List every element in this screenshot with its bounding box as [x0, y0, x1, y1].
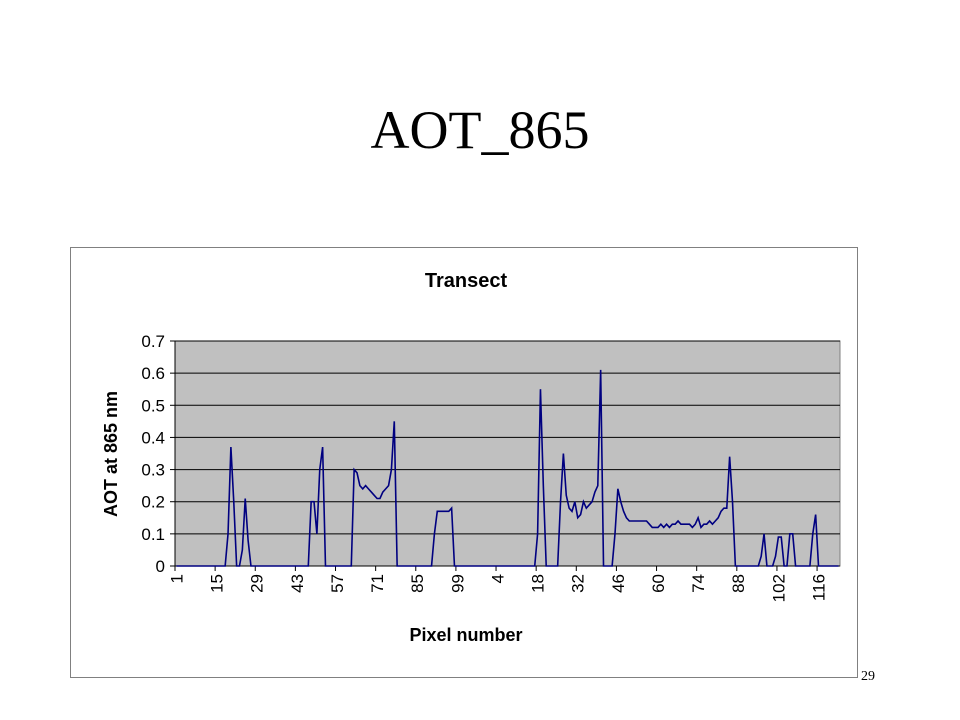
x-tick-label: 29	[248, 574, 267, 593]
x-tick-label: 99	[448, 574, 467, 593]
y-tick-label: 0.5	[141, 396, 165, 415]
y-tick-label: 0.2	[141, 493, 165, 512]
x-tick-label: 18	[529, 574, 548, 593]
x-tick-label: 57	[328, 574, 347, 593]
y-tick-label: 0.3	[141, 461, 165, 480]
y-tick-label: 0.4	[141, 428, 165, 447]
y-tick-label: 0	[156, 557, 165, 576]
x-tick-label: 4	[488, 574, 507, 583]
x-tick-label: 85	[408, 574, 427, 593]
x-tick-label: 32	[569, 574, 588, 593]
page-number: 29	[861, 669, 875, 684]
x-tick-label: 43	[288, 574, 307, 593]
x-axis-title: Pixel number	[409, 625, 522, 645]
y-tick-label: 0.7	[141, 332, 165, 351]
x-tick-label: 71	[368, 574, 387, 593]
x-tick-label: 15	[208, 574, 227, 593]
y-axis-title: AOT at 865 nm	[101, 391, 121, 517]
chart-title: Transect	[425, 270, 508, 292]
x-tick-label: 116	[810, 574, 829, 601]
x-tick-label: 60	[649, 574, 668, 593]
x-tick-label: 1	[167, 574, 186, 583]
slide-title: AOT_865	[371, 100, 590, 160]
data-line	[176, 369, 839, 567]
x-tick-label: 74	[689, 574, 708, 593]
plot-area	[174, 340, 841, 567]
y-tick-label: 0.1	[141, 525, 165, 544]
x-tick-label: 88	[729, 574, 748, 593]
x-tick-label: 46	[609, 574, 628, 593]
y-tick-label: 0.6	[141, 364, 165, 383]
x-tick-label: 102	[769, 574, 788, 602]
